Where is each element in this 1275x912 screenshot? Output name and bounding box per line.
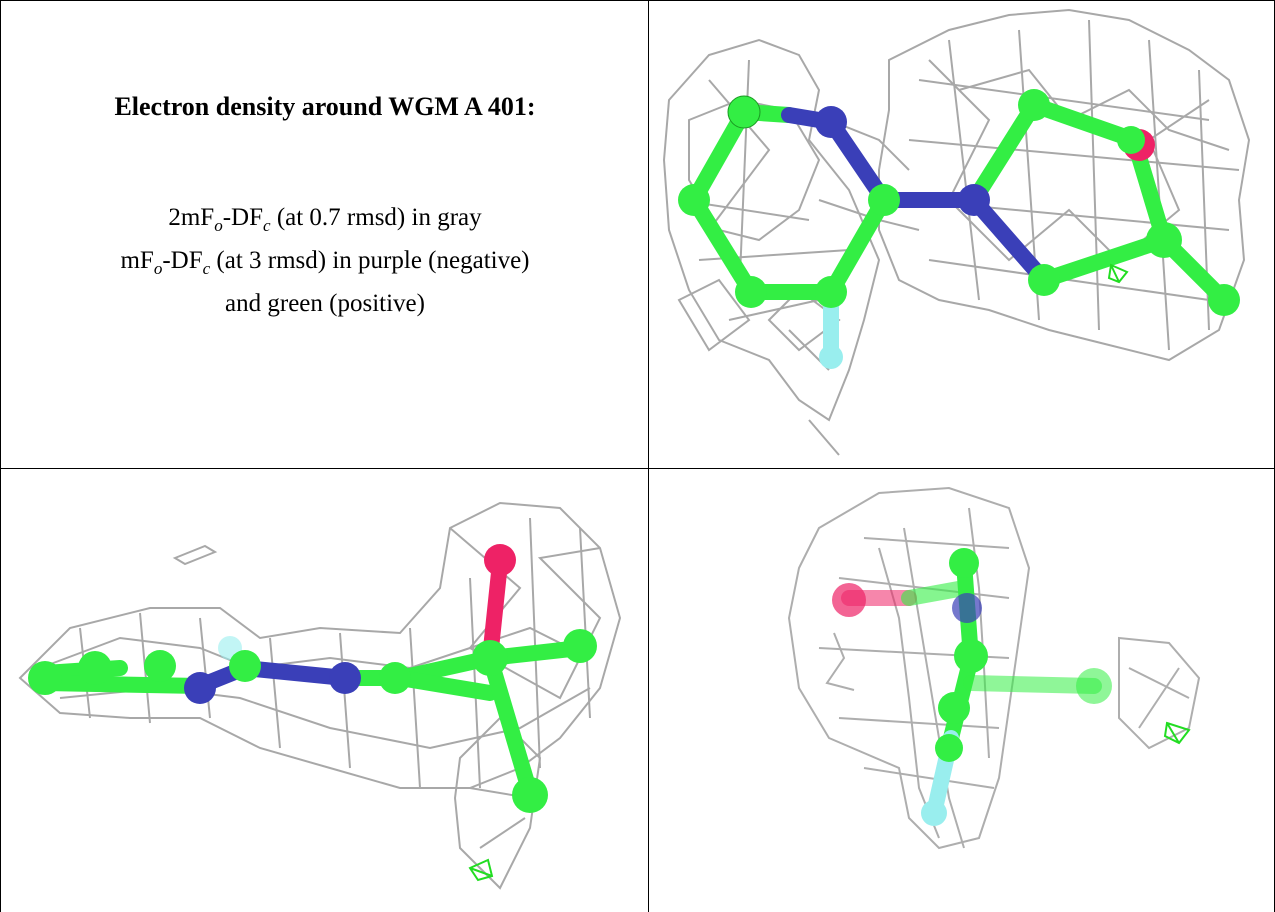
table-border-left [0,0,1,912]
atoms-top [678,89,1240,369]
molecule-render-top [662,8,1251,456]
density-mesh-end [787,486,1201,850]
density-mesh-side [18,501,622,890]
molecule-render-side [18,501,622,890]
atoms-side [28,544,597,813]
figure-title: Electron density around WGM A 401: [114,92,536,121]
density-view-end [649,468,1275,912]
positive-density-top [1107,263,1129,284]
bonds-side [37,555,588,801]
molecule-render-end [787,486,1201,850]
legend-fofc-cont: and green (positive) [225,290,425,317]
density-view-side [0,468,649,912]
legend-2fofc: 2mFo-DFc (at 0.7 rmsd) in gray [168,204,482,235]
table-border-top [0,0,1275,1]
description-cell: Electron density around WGM A 401: 2mFo-… [0,0,649,468]
positive-density-end [1163,721,1191,745]
density-view-top [649,0,1275,468]
table-divider-vertical [648,0,649,912]
map-legend: 2mFo-DFc (at 0.7 rmsd) in gray mFo-DFc (… [20,200,630,321]
positive-density-side [468,858,494,882]
legend-fofc: mFo-DFc (at 3 rmsd) in purple (negative) [120,247,530,278]
atoms-end [832,548,1112,826]
table-divider-horizontal [0,468,1275,469]
